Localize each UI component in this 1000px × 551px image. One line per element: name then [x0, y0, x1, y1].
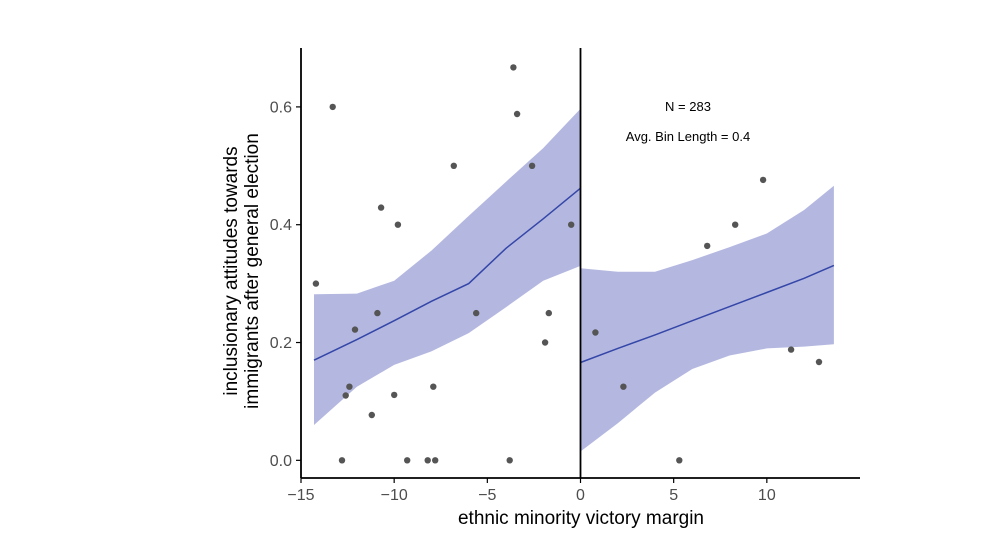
data-point — [676, 457, 683, 464]
data-point — [346, 383, 353, 390]
data-point — [732, 221, 739, 228]
x-axis-title: ethnic minority victory margin — [458, 508, 704, 529]
data-point — [506, 457, 513, 464]
y-tick-label: 0.6 — [270, 99, 292, 116]
y-axis-title-line-1: inclusionary attitudes towards — [221, 146, 242, 395]
data-point — [513, 110, 521, 118]
data-point — [329, 103, 336, 111]
data-point — [510, 64, 517, 71]
data-point — [545, 309, 552, 317]
data-point — [394, 221, 402, 228]
y-tick-label: 0.4 — [270, 217, 292, 234]
data-point — [404, 457, 411, 464]
y-tick-label: 0.2 — [270, 335, 292, 352]
data-point — [568, 221, 575, 228]
y-tick-label: 0.0 — [270, 453, 292, 470]
data-point — [338, 457, 346, 464]
data-point — [424, 457, 431, 464]
y-axis-title-line-2: immigrants after general election — [242, 133, 263, 409]
confidence-band-right — [580, 185, 834, 452]
data-point — [432, 457, 439, 464]
data-point — [815, 358, 823, 366]
data-point — [377, 204, 385, 211]
confidence-bands — [314, 108, 834, 452]
data-point — [620, 383, 627, 390]
data-point — [312, 280, 320, 287]
data-point — [541, 339, 549, 346]
x-tick-label: 5 — [669, 487, 678, 504]
x-axis-ticks: −15 −10 −5 0 5 10 — [287, 478, 776, 504]
data-point — [342, 392, 349, 399]
data-point — [351, 326, 359, 333]
data-point — [450, 162, 457, 169]
x-tick-label: −10 — [381, 487, 408, 504]
confidence-band-left — [314, 108, 581, 425]
annotation-bin-length: Avg. Bin Length = 0.4 — [626, 129, 750, 144]
data-point — [473, 309, 480, 317]
data-point — [787, 346, 795, 353]
annotation-n: N = 283 — [665, 99, 711, 114]
data-point — [592, 329, 599, 336]
data-point — [759, 176, 767, 184]
data-point — [391, 391, 398, 399]
data-point — [528, 162, 536, 169]
x-tick-label: −15 — [287, 487, 314, 504]
fit-lines — [313, 187, 835, 364]
y-axis-ticks: 0.0 0.2 0.4 0.6 — [270, 99, 301, 470]
data-point — [374, 309, 381, 317]
x-tick-label: 10 — [758, 487, 776, 504]
data-point — [368, 411, 375, 419]
fit-line-left — [313, 187, 581, 361]
data-point — [704, 242, 711, 250]
fit-line-right — [580, 264, 835, 364]
data-points — [312, 64, 823, 464]
x-tick-label: −5 — [478, 487, 496, 504]
data-point — [430, 383, 437, 390]
x-tick-label: 0 — [576, 487, 585, 504]
